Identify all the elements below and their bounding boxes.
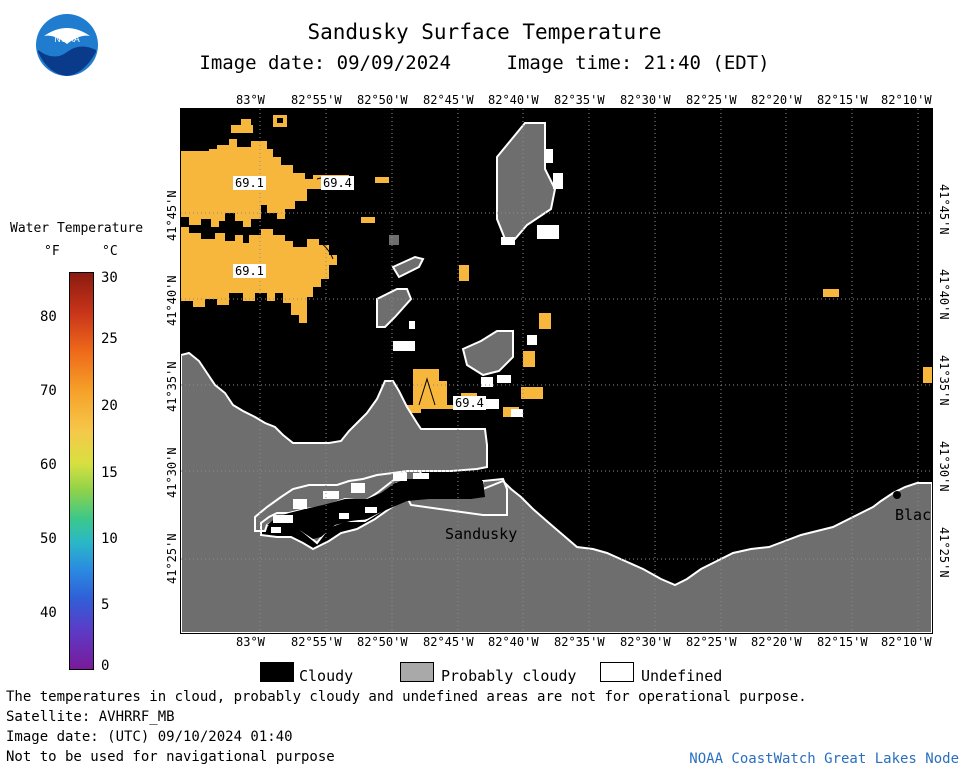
lat-tick: 41°25'N: [165, 533, 179, 584]
image-date: Image date: 09/09/2024: [199, 52, 452, 74]
lon-tick: 82°15'W: [817, 93, 868, 107]
lon-tick: 82°50'W: [357, 93, 408, 107]
lat-tick: 41°45'N: [165, 190, 179, 241]
footer-credit: NOAA CoastWatch Great Lakes Node: [689, 751, 959, 767]
lon-tick: 82°40'W: [488, 93, 539, 107]
c-tick: 30: [101, 270, 118, 286]
lat-tick: 41°35'N: [165, 361, 179, 412]
lon-tick: 82°35'W: [554, 93, 605, 107]
temp-label: 69.1: [233, 264, 266, 278]
lon-tick: 82°50'W: [357, 635, 408, 649]
lon-tick: 82°45'W: [423, 635, 474, 649]
map-title: Sandusky Surface Temperature: [307, 20, 662, 44]
lon-tick: 82°10'W: [881, 93, 932, 107]
f-tick: 60: [40, 457, 57, 473]
lon-tick: 83°W: [236, 635, 265, 649]
f-tick: 40: [40, 605, 57, 621]
legend-label-undefined: Undefined: [641, 667, 723, 685]
c-tick: 25: [101, 331, 118, 347]
warm-water-area: [181, 139, 337, 323]
lon-tick: 82°55'W: [291, 93, 342, 107]
image-time: Image time: 21:40 (EDT): [506, 52, 770, 74]
lon-tick: 82°20'W: [751, 93, 802, 107]
graticule: [181, 109, 932, 633]
c-tick: 20: [101, 398, 118, 414]
lon-tick: 82°30'W: [620, 635, 671, 649]
city-label-sandusky: Sandusky: [445, 525, 518, 543]
undefined-area: [393, 149, 563, 417]
lat-tick: 41°30'N: [165, 447, 179, 498]
footer-utc-date: Image date: (UTC) 09/10/2024 01:40: [6, 729, 293, 745]
legend-label-cloudy: Cloudy: [299, 667, 354, 685]
colorbar: [69, 272, 94, 670]
lon-tick: 82°35'W: [554, 635, 605, 649]
lon-tick: 82°30'W: [620, 93, 671, 107]
lon-tick: 82°10'W: [881, 635, 932, 649]
colorbar-unit-c: °C: [102, 244, 118, 259]
f-tick: 70: [40, 383, 57, 399]
lon-tick: 82°45'W: [423, 93, 474, 107]
lat-tick: 41°45'N: [937, 184, 951, 235]
probably-cloudy-area: [496, 122, 557, 240]
lat-tick: 41°30'N: [937, 441, 951, 492]
temp-label: 69.4: [453, 396, 486, 410]
map-canvas: 69.1 69.4 69.1 69.4 Sandusky Blac: [180, 108, 933, 634]
lon-tick: 82°25'W: [686, 635, 737, 649]
lat-tick: 41°35'N: [937, 355, 951, 406]
f-tick: 50: [40, 531, 57, 547]
lon-tick: 82°55'W: [291, 635, 342, 649]
temp-label: 69.4: [321, 176, 354, 190]
footer-satellite: Satellite: AVHRRF_MB: [6, 709, 175, 725]
c-tick: 5: [101, 597, 110, 613]
footer-note: The temperatures in cloud, probably clou…: [6, 689, 807, 705]
temp-label: 69.1: [233, 176, 266, 190]
colorbar-unit-f: °F: [44, 244, 60, 259]
map-subtitle: Image date: 09/09/2024 Image time: 21:40…: [0, 52, 969, 74]
city-label-partial: Blac: [895, 506, 932, 524]
logo-text: NOAA: [54, 34, 80, 44]
lat-tick: 41°25'N: [937, 527, 951, 578]
legend-swatch-probably-cloudy: [400, 662, 434, 682]
lon-tick: 82°25'W: [686, 93, 737, 107]
f-tick: 80: [40, 309, 57, 325]
lat-tick: 41°40'N: [165, 275, 179, 326]
c-tick: 10: [101, 531, 118, 547]
c-tick: 15: [101, 465, 118, 481]
footer-nav-warning: Not to be used for navigational purpose: [6, 749, 335, 765]
lon-tick: 82°40'W: [488, 635, 539, 649]
lon-tick: 82°15'W: [817, 635, 868, 649]
land-area: [181, 351, 932, 633]
lon-tick: 82°20'W: [751, 635, 802, 649]
lat-tick: 41°40'N: [937, 269, 951, 320]
noaa-logo-icon: NOAA: [34, 12, 100, 78]
legend-label-probably-cloudy: Probably cloudy: [441, 667, 577, 685]
colorbar-title: Water Temperature: [10, 221, 144, 236]
legend-swatch-cloudy: [260, 662, 294, 682]
c-tick: 0: [101, 658, 110, 674]
lon-tick: 83°W: [236, 93, 265, 107]
legend-swatch-undefined: [600, 662, 634, 682]
